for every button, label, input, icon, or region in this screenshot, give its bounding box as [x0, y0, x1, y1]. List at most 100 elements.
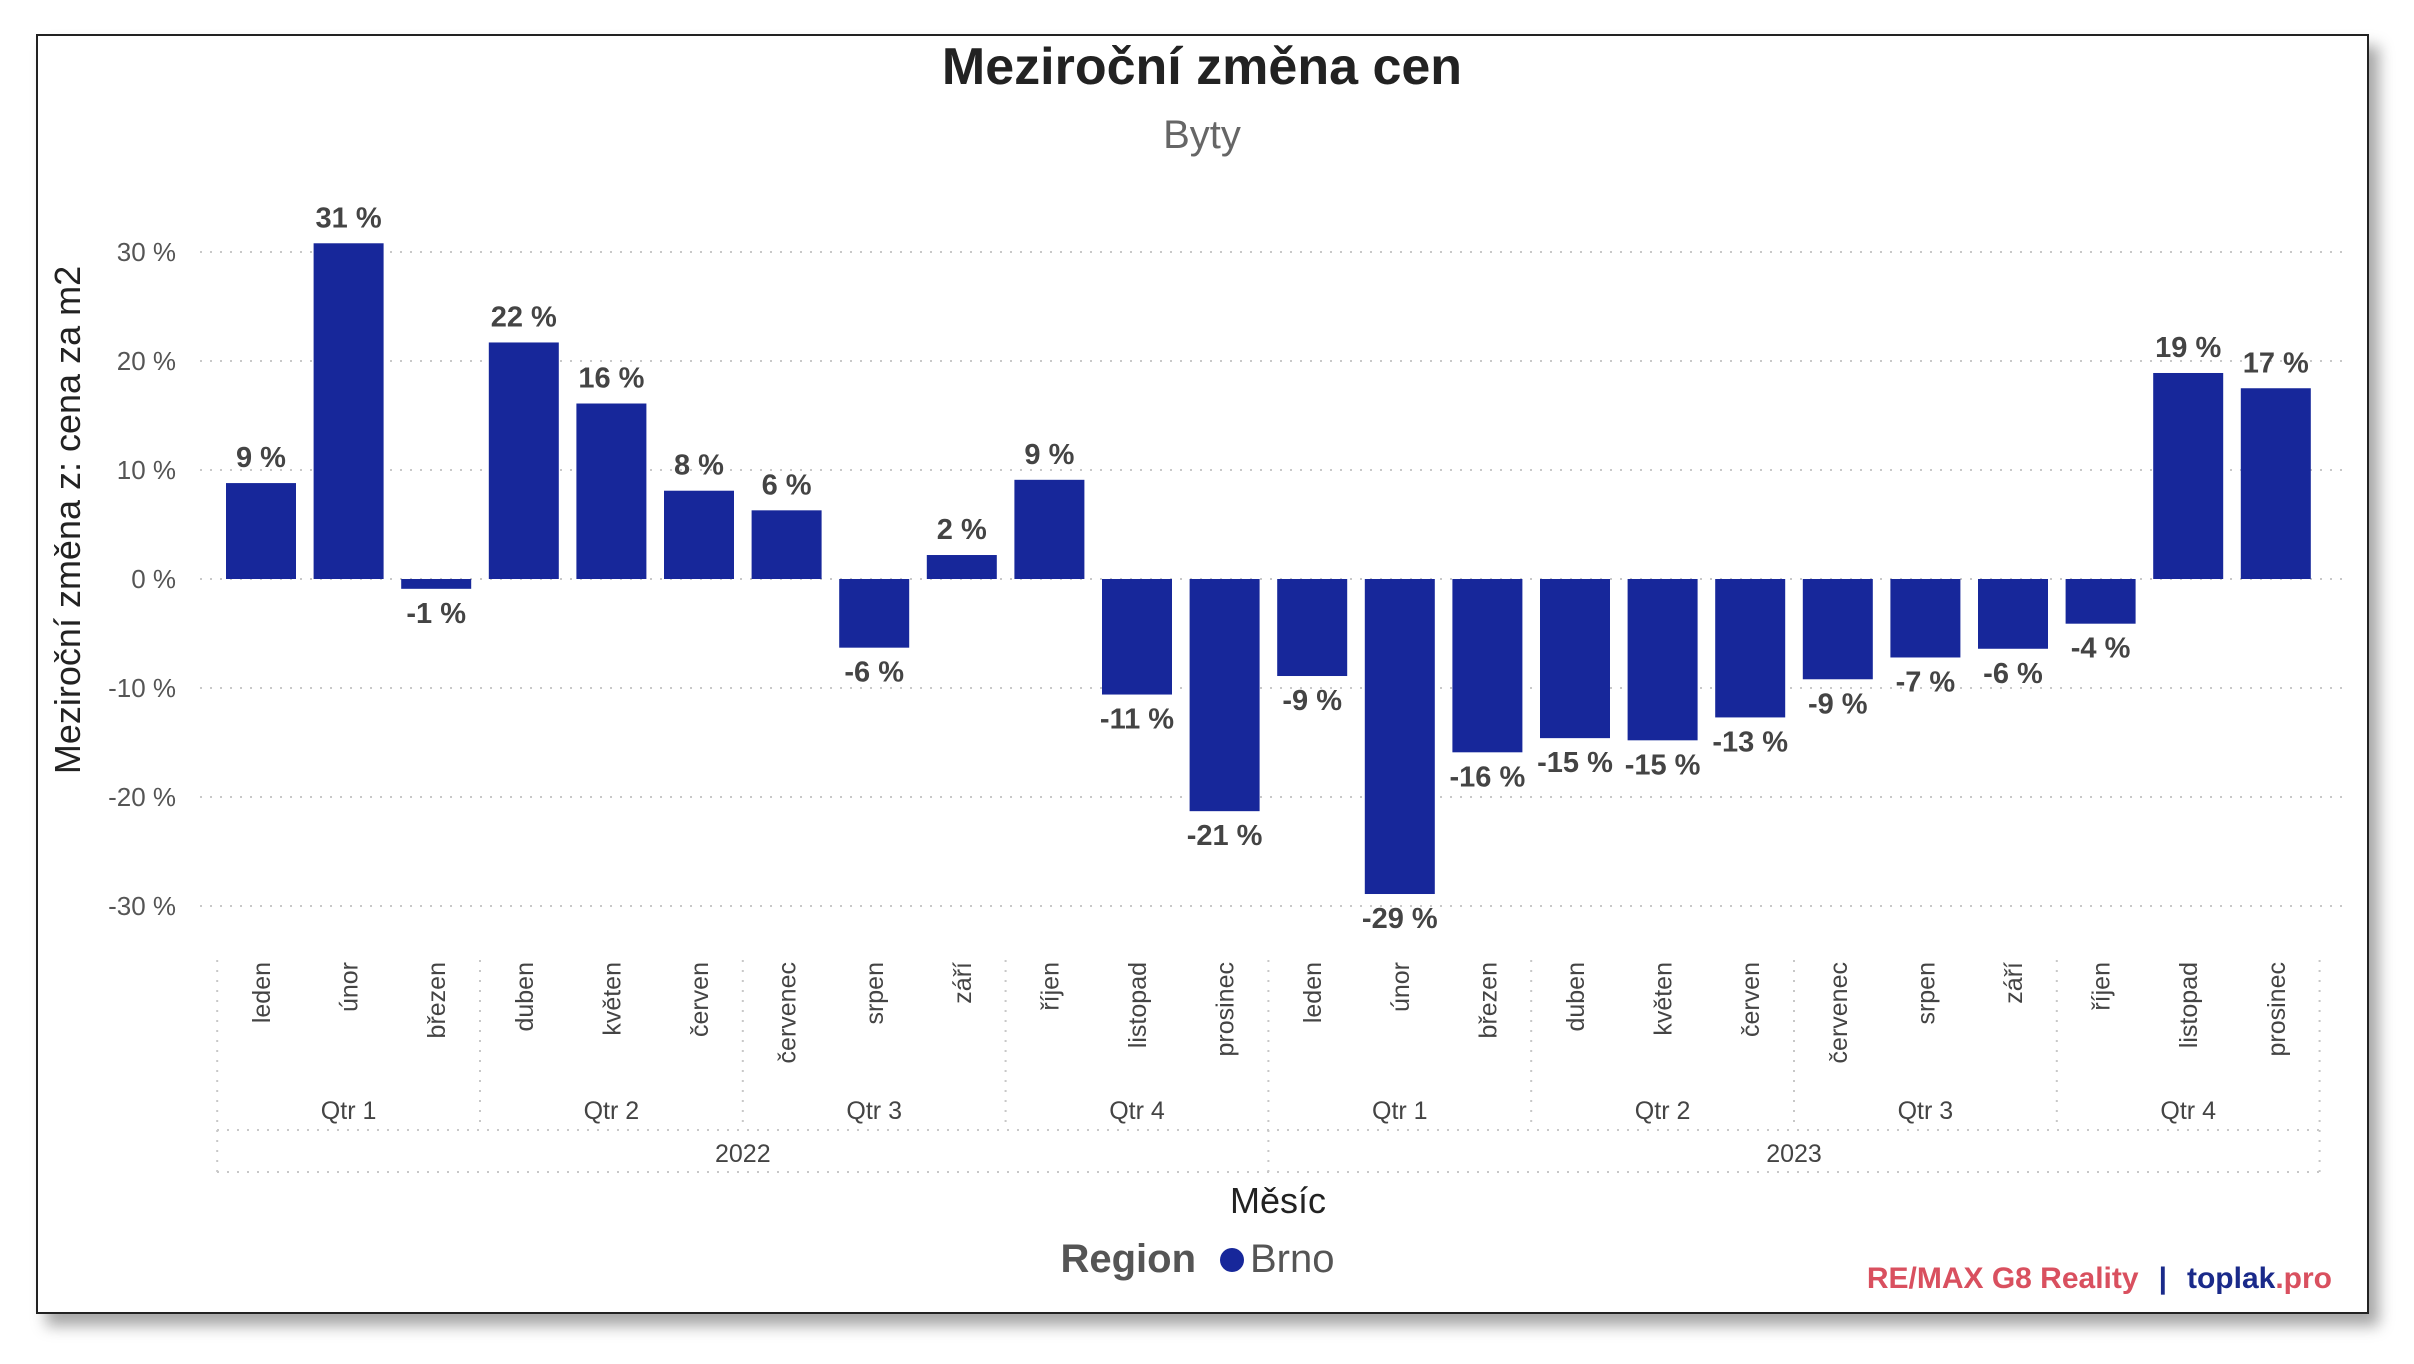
month-label: březen — [423, 962, 451, 1038]
data-label: 9 % — [1024, 439, 1074, 471]
data-label: -9 % — [1808, 688, 1868, 720]
quarter-label: Qtr 3 — [1898, 1097, 1954, 1125]
bar — [1978, 579, 2048, 649]
month-label: červen — [686, 962, 714, 1037]
bar — [751, 510, 822, 579]
legend-title: Region — [1060, 1237, 1196, 1281]
month-label: srpen — [1912, 962, 1940, 1025]
bar — [839, 579, 910, 648]
y-tick-label: -10 % — [108, 673, 176, 703]
month-label: květen — [598, 962, 626, 1036]
y-tick-label: 20 % — [117, 346, 176, 376]
y-tick-label: -20 % — [108, 782, 176, 812]
month-label: březen — [1474, 962, 1502, 1038]
month-label: květen — [1650, 962, 1678, 1036]
data-label: -9 % — [1282, 685, 1342, 717]
bar — [1715, 579, 1786, 718]
y-tick-label: 30 % — [117, 237, 176, 267]
month-label: říjen — [1036, 962, 1064, 1011]
bar — [1540, 579, 1610, 739]
data-label: 2 % — [937, 514, 987, 546]
chart-subtitle: Byty — [1163, 113, 1241, 157]
bar — [1452, 579, 1523, 753]
bar — [1802, 579, 1873, 680]
year-label: 2022 — [715, 1140, 771, 1168]
bar — [1627, 579, 1698, 741]
month-label: únor — [1387, 962, 1415, 1012]
month-label: leden — [248, 962, 276, 1023]
month-label: srpen — [861, 962, 889, 1025]
bars — [226, 243, 2311, 895]
bar — [488, 342, 559, 579]
month-label: duben — [511, 962, 539, 1032]
bar — [1364, 579, 1435, 895]
bar — [1102, 579, 1172, 695]
data-label: 9 % — [236, 442, 286, 474]
site-name: toplak — [2187, 1262, 2276, 1295]
month-label: duben — [1562, 962, 1590, 1032]
data-label: -6 % — [844, 657, 904, 689]
month-label: červenec — [1825, 962, 1853, 1063]
month-label: září — [949, 962, 977, 1004]
data-label: 8 % — [674, 450, 724, 482]
data-label: -29 % — [1362, 903, 1438, 935]
bar — [2153, 372, 2224, 579]
y-tick-label: 10 % — [117, 455, 176, 485]
remax-brand: RE/MAX G8 Reality — [1867, 1262, 2139, 1295]
legend-item-brno: Brno — [1250, 1237, 1335, 1281]
bar — [664, 490, 734, 579]
bar — [2065, 579, 2136, 624]
bar — [2240, 388, 2311, 579]
month-label: prosinec — [2263, 962, 2291, 1057]
bar — [226, 483, 296, 579]
month-label: listopad — [1124, 962, 1152, 1048]
bar — [1189, 579, 1260, 812]
y-tick-label: 0 % — [131, 564, 176, 594]
month-label: červen — [1737, 962, 1765, 1037]
data-labels: 9 % 31 % -1 % 22 % 16 % 8 % 6 % -6 % 2 % 9 % -11 %… — [236, 202, 2309, 935]
quarter-label: Qtr 4 — [1109, 1097, 1165, 1125]
quarter-label: Qtr 1 — [1372, 1097, 1428, 1125]
brand-separator: | — [2159, 1262, 2167, 1295]
data-label: -11 % — [1100, 704, 1174, 736]
month-label: listopad — [2175, 962, 2203, 1048]
data-label: -21 % — [1187, 820, 1263, 852]
data-label: -4 % — [2071, 633, 2131, 665]
bar — [1277, 579, 1348, 677]
data-label: -16 % — [1450, 761, 1526, 793]
x-axis: leden únor březen duben květen červen červenec… — [216, 960, 2321, 1173]
data-label: -7 % — [1896, 666, 1956, 698]
gridlines — [200, 251, 2344, 907]
branding: RE/MAX G8 Reality | toplak.pro — [1867, 1262, 2332, 1295]
y-tick-label: -30 % — [108, 891, 176, 921]
month-label: říjen — [2088, 962, 2116, 1011]
quarter-label: Qtr 3 — [846, 1097, 902, 1125]
data-label: 16 % — [578, 363, 644, 395]
data-label: 6 % — [762, 469, 812, 501]
month-label: červenec — [774, 962, 802, 1063]
quarter-label: Qtr 2 — [1635, 1097, 1691, 1125]
data-label: -15 % — [1625, 749, 1701, 781]
month-label: únor — [336, 962, 364, 1012]
bar — [313, 243, 384, 579]
bar — [1890, 579, 1961, 658]
data-label: -6 % — [1983, 658, 2043, 690]
chart-title: Meziroční změna cen — [942, 38, 1462, 96]
quarter-label: Qtr 4 — [2160, 1097, 2216, 1125]
data-label: 17 % — [2243, 347, 2309, 379]
month-label: prosinec — [1212, 962, 1240, 1057]
x-axis-label: Měsíc — [1230, 1180, 1326, 1221]
bar — [401, 579, 472, 589]
data-label: 31 % — [316, 202, 382, 234]
data-label: -15 % — [1537, 747, 1613, 779]
year-label: 2023 — [1766, 1140, 1822, 1168]
data-label: 19 % — [2155, 332, 2221, 364]
quarter-label: Qtr 2 — [584, 1097, 640, 1125]
data-label: -13 % — [1712, 726, 1788, 758]
bar — [1014, 479, 1085, 579]
bar — [576, 403, 647, 579]
site-tld: .pro — [2275, 1262, 2332, 1295]
month-label: leden — [1299, 962, 1327, 1023]
data-label: -1 % — [406, 598, 466, 630]
